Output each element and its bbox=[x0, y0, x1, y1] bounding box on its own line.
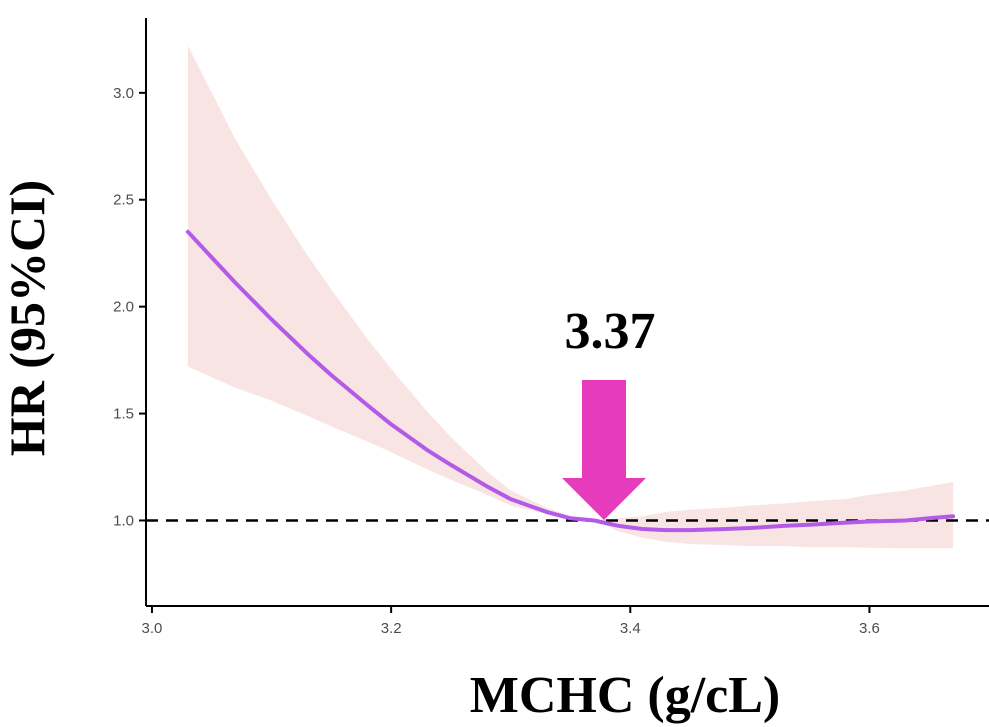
threshold-arrow bbox=[562, 380, 646, 520]
axes bbox=[145, 18, 989, 607]
y-tick-label: 2.5 bbox=[113, 192, 134, 209]
x-ticks: 3.0 3.2 3.4 3.6 bbox=[142, 606, 880, 637]
x-tick-label: 3.0 bbox=[142, 620, 163, 637]
y-tick-label: 3.0 bbox=[113, 85, 134, 102]
threshold-label: 3.37 bbox=[565, 303, 656, 360]
annotation: 3.37 bbox=[562, 303, 656, 520]
confidence-band-layer bbox=[187, 45, 954, 549]
hr-curve bbox=[185, 229, 956, 533]
x-tick-label: 3.2 bbox=[381, 620, 402, 637]
y-tick-label: 1.5 bbox=[113, 406, 134, 423]
y-tick-label: 2.0 bbox=[113, 299, 134, 316]
hr-curve-layer bbox=[185, 229, 956, 533]
y-axis-title: HR (95%CI) bbox=[0, 180, 55, 456]
x-tick-label: 3.4 bbox=[620, 620, 641, 637]
x-axis-title: MCHC (g/cL) bbox=[470, 667, 780, 724]
y-ticks: 1.0 1.5 2.0 2.5 3.0 bbox=[113, 85, 146, 529]
confidence-band bbox=[187, 45, 954, 549]
x-tick-label: 3.6 bbox=[859, 620, 880, 637]
y-tick-label: 1.0 bbox=[113, 512, 134, 529]
